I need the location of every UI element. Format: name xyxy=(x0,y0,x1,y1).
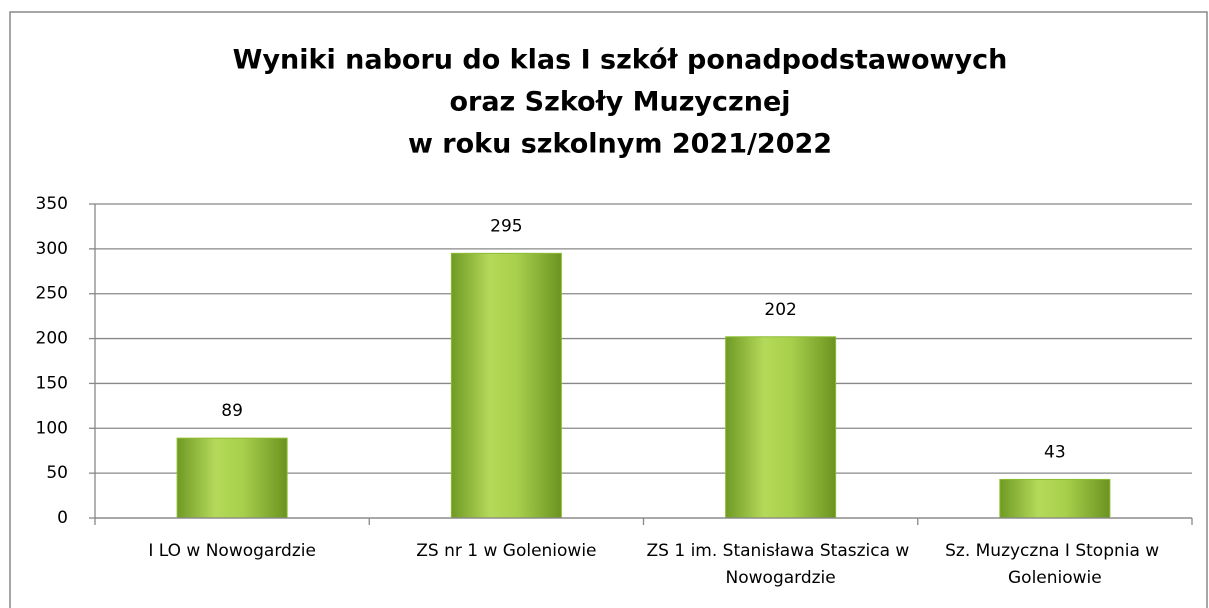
x-tick-label: Sz. Muzyczna I Stopnia w Goleniowie xyxy=(945,541,1165,588)
y-tick-label: 0 xyxy=(57,508,68,528)
data-label: 89 xyxy=(221,401,243,421)
data-label: 202 xyxy=(764,300,796,320)
data-label: 295 xyxy=(490,216,522,236)
bar xyxy=(176,437,288,519)
x-tick-label: ZS 1 im. Stanisława Staszica w Nowogardz… xyxy=(647,541,915,588)
y-tick-label: 100 xyxy=(36,418,68,438)
chart-title: w roku szkolnym 2021/2022 xyxy=(408,129,832,160)
bar xyxy=(450,252,562,519)
x-tick-label: ZS nr 1 w Goleniowie xyxy=(416,541,596,561)
y-tick-label: 350 xyxy=(36,194,68,214)
y-tick-label: 250 xyxy=(36,284,68,304)
x-tick-label: I LO w Nowogardzie xyxy=(148,541,316,561)
data-label: 43 xyxy=(1044,442,1066,462)
y-tick-label: 50 xyxy=(46,463,68,483)
y-tick-label: 200 xyxy=(36,329,68,349)
bar xyxy=(725,336,837,519)
y-tick-label: 300 xyxy=(36,239,68,259)
y-tick-label: 150 xyxy=(36,373,68,393)
bar xyxy=(999,478,1111,519)
chart-title: oraz Szkoły Muzycznej xyxy=(449,87,790,118)
chart-title: Wyniki naboru do klas I szkół ponadpodst… xyxy=(233,45,1008,76)
